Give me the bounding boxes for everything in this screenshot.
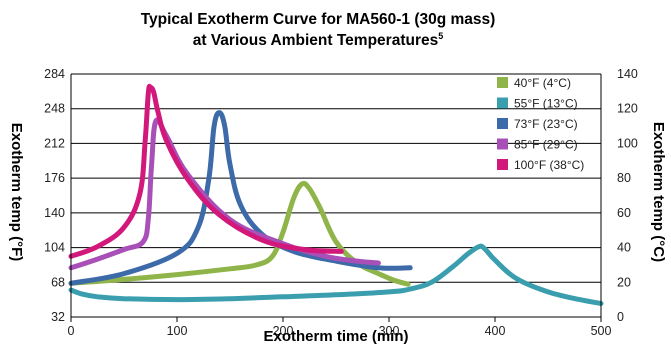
legend-swatch: [497, 118, 508, 129]
y-right-tick-label: 0: [617, 310, 624, 324]
chart-title-line2: at Various Ambient Temperatures5: [193, 31, 444, 49]
legend-label: 55°F (13°C): [514, 97, 578, 111]
y-right-tick-label: 60: [617, 206, 631, 220]
x-tick-label: 200: [273, 324, 294, 338]
legend-swatch: [497, 97, 508, 109]
y-axis-left-title: Exotherm temp (°F): [8, 123, 25, 262]
chart-title-superscript: 5: [438, 31, 443, 41]
y-right-tick-label: 140: [617, 67, 638, 81]
y-left-tick-label: 32: [51, 310, 65, 324]
axis-layer: 32 68 104 140 176 212 248 284 0 20 40 60 80 100 120 140…: [44, 67, 638, 338]
x-axis-title: Exotherm time (min): [263, 328, 408, 345]
legend: 40°F (4°C) 55°F (13°C) 73°F (23°C) 85°F (29…: [497, 76, 584, 172]
y-left-tick-label: 284: [44, 67, 65, 81]
x-tick-label: 400: [485, 324, 506, 338]
y-right-tick-label: 20: [617, 275, 631, 289]
chart-title-line2-text: at Various Ambient Temperatures: [193, 32, 439, 49]
series-line-1: [68, 243, 604, 306]
legend-label: 85°F (29°C): [514, 138, 578, 152]
legend-swatch: [497, 138, 508, 150]
legend-label: 40°F (4°C): [514, 76, 571, 90]
x-tick-label: 500: [591, 324, 612, 338]
series-line-4: [68, 83, 344, 259]
series-line-0: [68, 180, 411, 287]
y-right-tick-label: 100: [617, 136, 638, 150]
y-right-tick-label: 80: [617, 171, 631, 185]
y-left-tick-label: 68: [51, 275, 65, 289]
y-left-tick-label: 140: [44, 206, 65, 220]
y-left-tick-label: 104: [44, 241, 65, 255]
legend-label: 100°F (38°C): [514, 158, 584, 172]
legend-swatch: [497, 159, 508, 170]
chart-title-line1: Typical Exotherm Curve for MA560-1 (30g …: [141, 11, 496, 28]
legend-label: 73°F (23°C): [514, 117, 578, 131]
x-tick-label: 0: [68, 324, 75, 338]
y-axis-right-title: Exotherm temp (°C): [650, 122, 667, 262]
y-left-tick-label: 176: [44, 171, 65, 185]
series-line-2: [68, 110, 413, 286]
series-layer: [68, 83, 604, 306]
legend-swatch: [497, 77, 508, 88]
y-left-tick-label: 248: [44, 102, 65, 116]
x-tick-label: 300: [379, 324, 400, 338]
y-right-tick-label: 40: [617, 241, 631, 255]
x-tick-label: 100: [167, 324, 188, 338]
y-right-tick-label: 120: [617, 102, 638, 116]
y-left-tick-label: 212: [44, 136, 65, 150]
